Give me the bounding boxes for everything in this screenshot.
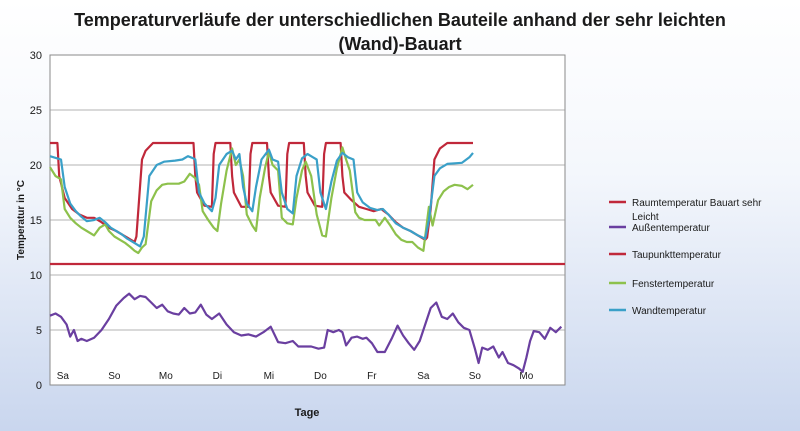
chart-title: Temperaturverläufe der unterschiedlichen…	[0, 8, 800, 56]
y-tick-label: 10	[30, 270, 42, 282]
legend-label: Taupunkttemperatur	[632, 250, 722, 261]
x-day-label: Sa	[57, 371, 70, 382]
x-day-label: Sa	[417, 371, 430, 382]
x-axis-label: Tage	[295, 407, 320, 419]
y-tick-label: 5	[36, 325, 42, 337]
series-line-1	[49, 292, 563, 373]
x-day-label: Do	[314, 371, 327, 382]
y-axis-label: Temperatur in °C	[16, 180, 27, 260]
series-line-3	[49, 146, 474, 255]
x-day-label: Fr	[367, 371, 377, 382]
y-tick-label: 20	[30, 160, 42, 172]
series-lines	[49, 141, 565, 373]
legend-label: Außentemperatur	[632, 223, 710, 234]
x-day-label: Mo	[519, 371, 533, 382]
y-tick-label: 30	[30, 50, 42, 62]
legend-label: Wandtemperatur	[632, 306, 707, 317]
legend-label: Fenstertemperatur	[632, 279, 715, 290]
x-day-label: Mi	[264, 371, 275, 382]
x-day-label: So	[469, 371, 482, 382]
x-day-label: So	[108, 371, 121, 382]
x-day-label: Di	[213, 371, 222, 382]
y-tick-label: 25	[30, 105, 42, 117]
x-axis-day-labels: Sa So Mo Di Mi Do Fr Sa So Mo	[57, 371, 534, 382]
legend-label: Raumtemperatur Bauart sehr Leicht	[632, 198, 762, 223]
chart-title-line-2: (Wand)-Bauart	[338, 34, 462, 54]
y-tick-label: 15	[30, 215, 42, 227]
legend: Raumtemperatur Bauart sehr LeichtAußentem…	[609, 198, 762, 317]
chart-title-line-1: Temperaturverläufe der unterschiedlichen…	[74, 10, 726, 30]
y-tick-label: 0	[36, 380, 42, 392]
x-day-label: Mo	[159, 371, 173, 382]
series-line-4	[49, 148, 474, 248]
y-axis-ticks: 0 5 10 15 20 25 30	[30, 50, 42, 392]
